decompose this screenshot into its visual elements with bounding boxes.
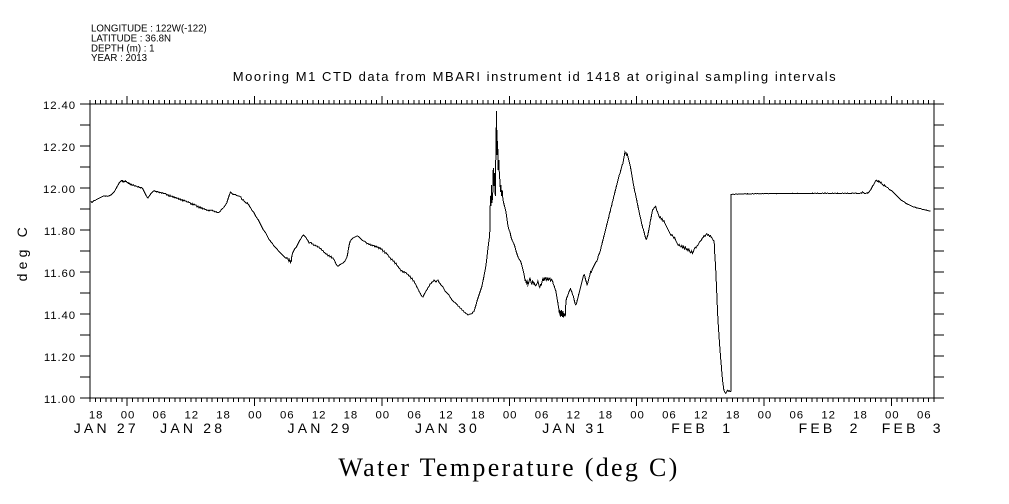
svg-text:FEB 3: FEB 3 [882, 420, 944, 436]
svg-text:11.60: 11.60 [44, 268, 76, 280]
svg-text:18: 18 [598, 409, 612, 421]
svg-text:12: 12 [439, 409, 453, 421]
svg-text:06: 06 [917, 409, 931, 421]
svg-text:06: 06 [280, 409, 294, 421]
svg-text:11.00: 11.00 [44, 394, 76, 406]
svg-text:18: 18 [89, 409, 103, 421]
svg-text:JAN 29: JAN 29 [288, 420, 353, 436]
svg-text:00: 00 [503, 409, 517, 421]
svg-text:deg C: deg C [14, 223, 30, 281]
svg-text:00: 00 [121, 409, 135, 421]
svg-text:06: 06 [662, 409, 676, 421]
svg-text:JAN 27: JAN 27 [74, 420, 139, 436]
svg-text:00: 00 [885, 409, 899, 421]
svg-text:00: 00 [248, 409, 262, 421]
svg-text:FEB 2: FEB 2 [799, 420, 861, 436]
svg-text:18: 18 [853, 409, 867, 421]
svg-text:Mooring M1 CTD data from MBARI: Mooring M1 CTD data from MBARI instrumen… [233, 69, 837, 84]
svg-text:06: 06 [790, 409, 804, 421]
svg-text:JAN 30: JAN 30 [415, 420, 480, 436]
svg-text:18: 18 [726, 409, 740, 421]
svg-text:18: 18 [216, 409, 230, 421]
svg-text:12.20: 12.20 [43, 142, 76, 154]
svg-text:18: 18 [471, 409, 485, 421]
svg-text:12: 12 [312, 409, 326, 421]
svg-text:FEB 1: FEB 1 [671, 420, 733, 436]
svg-text:00: 00 [375, 409, 389, 421]
svg-text:00: 00 [630, 409, 644, 421]
svg-text:12: 12 [821, 409, 835, 421]
svg-text:LONGITUDE : 122W(-122): LONGITUDE : 122W(-122) [91, 24, 207, 35]
svg-text:00: 00 [758, 409, 772, 421]
svg-text:JAN 28: JAN 28 [160, 420, 225, 436]
svg-text:06: 06 [153, 409, 167, 421]
svg-text:11.80: 11.80 [44, 226, 76, 238]
svg-text:12: 12 [184, 409, 198, 421]
svg-text:LATITUDE : 36.8N: LATITUDE : 36.8N [91, 34, 171, 45]
svg-text:12: 12 [567, 409, 581, 421]
svg-text:11.20: 11.20 [44, 352, 76, 364]
svg-text:18: 18 [344, 409, 358, 421]
svg-text:06: 06 [407, 409, 421, 421]
svg-text:12.40: 12.40 [43, 100, 76, 112]
svg-text:12.00: 12.00 [43, 184, 76, 196]
svg-text:DEPTH (m) : 1: DEPTH (m) : 1 [91, 44, 155, 55]
svg-text:YEAR : 2013: YEAR : 2013 [91, 53, 147, 64]
svg-text:11.40: 11.40 [44, 310, 76, 322]
svg-text:06: 06 [535, 409, 549, 421]
svg-text:Water Temperature (deg C): Water Temperature (deg C) [338, 453, 679, 482]
svg-text:JAN 31: JAN 31 [542, 420, 607, 436]
svg-text:12: 12 [694, 409, 708, 421]
